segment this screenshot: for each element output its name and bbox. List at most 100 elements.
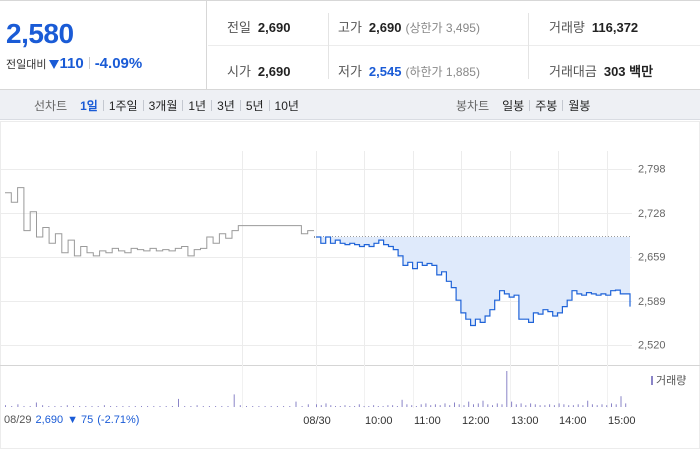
low-value: 2,545 xyxy=(368,64,402,79)
period-tab-3m[interactable]: 3개월 xyxy=(148,99,178,113)
candle-tab-weekly[interactable]: 주봉 xyxy=(535,99,558,113)
volume-bar xyxy=(577,404,579,407)
volume-bar xyxy=(103,405,105,407)
volume-bar xyxy=(316,404,317,407)
volume-bar xyxy=(620,396,622,407)
volume-bar xyxy=(190,406,192,407)
volume-bar xyxy=(596,405,598,407)
volume-bar xyxy=(606,405,608,407)
volume-bar xyxy=(330,405,332,407)
volume-bar xyxy=(295,401,297,407)
volume-bar xyxy=(178,398,179,407)
change-row: 전일대비 110 -4.09% xyxy=(6,55,142,72)
candle-chart-label: 봉차트 xyxy=(456,99,490,113)
change-percent: -4.09% xyxy=(94,55,143,72)
volume-bar xyxy=(258,406,260,407)
volume-bar xyxy=(463,405,465,407)
amount-value: 303 백만 xyxy=(603,64,654,79)
volume-bar xyxy=(171,406,173,407)
volume-bar xyxy=(202,406,204,407)
x-tick-label: 14:00 xyxy=(559,415,587,427)
volume-bar xyxy=(320,405,322,407)
volume-bar xyxy=(122,406,124,407)
volume-bar xyxy=(553,405,555,407)
volume-bar xyxy=(430,405,432,407)
volume-bar xyxy=(283,406,285,407)
volume-bar xyxy=(116,406,118,407)
volume-bar xyxy=(48,406,50,407)
candle-tab-daily[interactable]: 일봉 xyxy=(502,99,525,113)
volume-bar xyxy=(110,406,112,407)
divider xyxy=(239,100,241,111)
volume-bar xyxy=(196,405,198,407)
volume-bar xyxy=(165,406,167,407)
lower-limit: (하한가 1,885) xyxy=(405,65,480,79)
volume-bar xyxy=(434,404,436,407)
volume-bar xyxy=(246,406,247,407)
volume-bar xyxy=(420,404,422,407)
low-label: 저가 xyxy=(338,64,362,79)
x-axis-ticks: 08/30 10:00 11:00 12:00 13:00 14:00 15:00 xyxy=(303,415,635,427)
row-divider xyxy=(208,45,700,46)
volume-bars xyxy=(5,371,627,407)
volume-bar xyxy=(339,406,341,407)
y-axis-ticks: 2,798 2,728 2,659 2,589 2,520 xyxy=(638,164,666,352)
volume-legend-label: 거래량 xyxy=(656,375,687,387)
volume-bar xyxy=(611,403,612,407)
period-tab-10y[interactable]: 10년 xyxy=(274,99,299,113)
volume-bar xyxy=(289,406,291,407)
volume: 거래량 116,372 xyxy=(549,17,638,36)
prev-close: 전일 2,690 xyxy=(227,17,290,36)
volume-bar xyxy=(301,406,303,407)
volume-bar xyxy=(396,406,398,407)
volume-bar xyxy=(496,403,498,407)
volume-bar xyxy=(473,404,474,407)
open-label: 시가 xyxy=(227,64,251,79)
volume-bar xyxy=(454,402,455,407)
prev-day-close: 2,690 xyxy=(35,414,64,426)
column-divider xyxy=(528,13,529,79)
volume-bar xyxy=(368,406,370,407)
period-tab-1d[interactable]: 1일 xyxy=(80,99,98,113)
change-label: 전일대비 xyxy=(6,59,47,71)
volume-bar xyxy=(373,405,375,407)
current-price-box: 2,580 전일대비 110 -4.09% xyxy=(0,1,207,90)
volume-bar xyxy=(401,399,403,407)
divider xyxy=(529,100,531,111)
volume-bar xyxy=(91,406,93,407)
y-tick-label: 2,798 xyxy=(638,164,666,176)
volume-bar xyxy=(601,404,603,407)
volume-bar xyxy=(221,406,223,407)
volume-bar xyxy=(591,404,593,407)
volume-bar xyxy=(530,403,532,407)
volume-bar xyxy=(406,404,408,407)
volume-bar xyxy=(477,403,479,407)
volume-bar xyxy=(377,406,379,407)
open-value: 2,690 xyxy=(257,64,291,79)
candle-tab-monthly[interactable]: 월봉 xyxy=(568,99,591,113)
divider xyxy=(102,100,104,111)
volume-swatch xyxy=(651,376,653,385)
volume-bar xyxy=(625,403,627,407)
x-tick-label: 11:00 xyxy=(414,415,441,427)
volume-bar xyxy=(141,406,142,407)
high-value: 2,690 xyxy=(368,20,402,35)
volume-bar xyxy=(60,406,62,407)
period-tab-1w[interactable]: 1주일 xyxy=(108,99,138,113)
volume-bar xyxy=(587,400,589,407)
period-tab-3y[interactable]: 3년 xyxy=(217,99,235,113)
volume-bar xyxy=(534,404,536,407)
price-chart[interactable]: 2,798 2,728 2,659 2,589 2,520 08/30 10:00 11:0… xyxy=(0,121,700,450)
period-tab-1y[interactable]: 1년 xyxy=(188,99,207,113)
column-divider xyxy=(328,13,329,79)
volume-bar xyxy=(382,406,384,407)
volume-bar xyxy=(468,401,470,407)
volume-value: 116,372 xyxy=(591,20,639,35)
prev-day-pct: (-2.71%) xyxy=(97,414,140,426)
prev-day-info: 08/29 2,690 ▼ 75 (-2.71%) xyxy=(4,414,139,426)
volume-bar xyxy=(444,403,446,407)
period-tab-5y[interactable]: 5년 xyxy=(245,99,264,113)
candle-chart-periods: 봉차트 일봉 주봉 월봉 xyxy=(456,97,595,114)
volume-bar xyxy=(239,405,241,407)
volume-bar xyxy=(184,406,186,407)
